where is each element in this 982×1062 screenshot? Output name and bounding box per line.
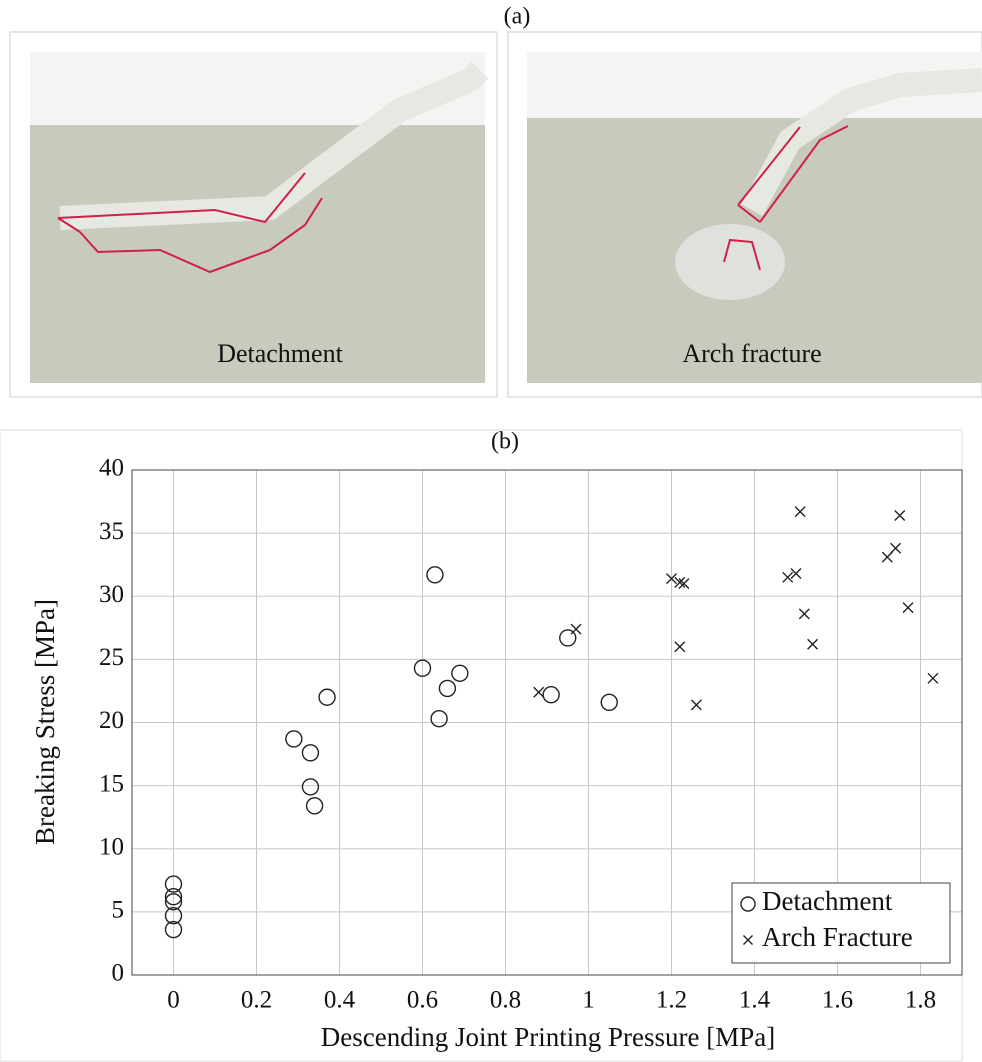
point: [807, 638, 819, 650]
point: [570, 623, 582, 635]
photo: Arch fracture: [507, 31, 982, 398]
point: [881, 551, 893, 563]
point: [164, 906, 183, 925]
x-tick-label: 1.2: [656, 987, 687, 1014]
point: [305, 797, 324, 815]
point: [451, 664, 469, 682]
legend-label: Arch Fracture: [762, 922, 913, 952]
point: [164, 888, 183, 906]
point: [285, 730, 303, 748]
point: [438, 679, 457, 698]
point: [318, 688, 336, 706]
y-axis-title: Breaking Stress [MPa]: [30, 599, 60, 845]
point: [600, 693, 618, 711]
plot-frame: [131, 469, 963, 976]
y-tick-label: 25: [99, 644, 124, 671]
point: [559, 629, 577, 647]
point: [533, 686, 545, 698]
point: [164, 875, 183, 893]
photo-caption: Arch fracture: [682, 339, 821, 368]
photo: Detachment: [9, 31, 498, 398]
point: [790, 568, 802, 580]
point: [430, 710, 448, 728]
x-tick-label: 1.4: [739, 987, 771, 1014]
point: [902, 602, 914, 614]
point: [301, 778, 320, 796]
point: [674, 641, 686, 653]
y-tick-label: 10: [99, 833, 124, 860]
panel-label: (a): [504, 4, 531, 30]
x-tick-label: 0: [167, 987, 180, 1014]
point: [678, 578, 690, 590]
x-tick-label: 1.8: [905, 987, 936, 1014]
chart-title: (b): [491, 429, 519, 455]
point: [894, 509, 906, 521]
y-tick-label: 15: [99, 770, 124, 797]
point: [782, 571, 794, 583]
y-tick-label: 30: [99, 581, 124, 608]
point: [690, 699, 702, 711]
point: [927, 672, 939, 684]
legend-marker: [743, 935, 753, 945]
point: [413, 659, 432, 677]
x-tick-label: 1: [582, 987, 595, 1014]
x-tick-label: 0.6: [407, 987, 438, 1014]
photo-caption: Detachment: [217, 339, 343, 368]
y-tick-label: 20: [99, 707, 124, 734]
legend-marker: [740, 896, 756, 912]
x-tick-label: 0.2: [241, 987, 272, 1014]
point: [890, 542, 902, 554]
point: [301, 744, 320, 762]
y-tick-label: 40: [99, 455, 124, 482]
y-tick-label: 35: [99, 518, 124, 545]
legend-label: Detachment: [762, 886, 893, 916]
x-tick-label: 0.8: [490, 987, 521, 1014]
legend-box: [731, 882, 951, 964]
y-tick-label: 0: [112, 960, 125, 987]
x-tick-label: 1.6: [822, 987, 853, 1014]
x-tick-label: 0.4: [324, 987, 356, 1014]
point: [798, 608, 810, 620]
legend: Detachment Arch Fracture: [731, 882, 951, 964]
point: [794, 506, 806, 518]
point: [666, 573, 677, 585]
point: [164, 920, 183, 939]
point: [426, 566, 444, 584]
point: [542, 686, 560, 704]
y-tick-label: 5: [112, 897, 125, 924]
point: [674, 576, 686, 588]
chart-frame: [0, 429, 963, 1062]
x-axis-title: Descending Joint Printing Pressure [MPa]: [321, 1022, 775, 1052]
point: [164, 893, 183, 911]
